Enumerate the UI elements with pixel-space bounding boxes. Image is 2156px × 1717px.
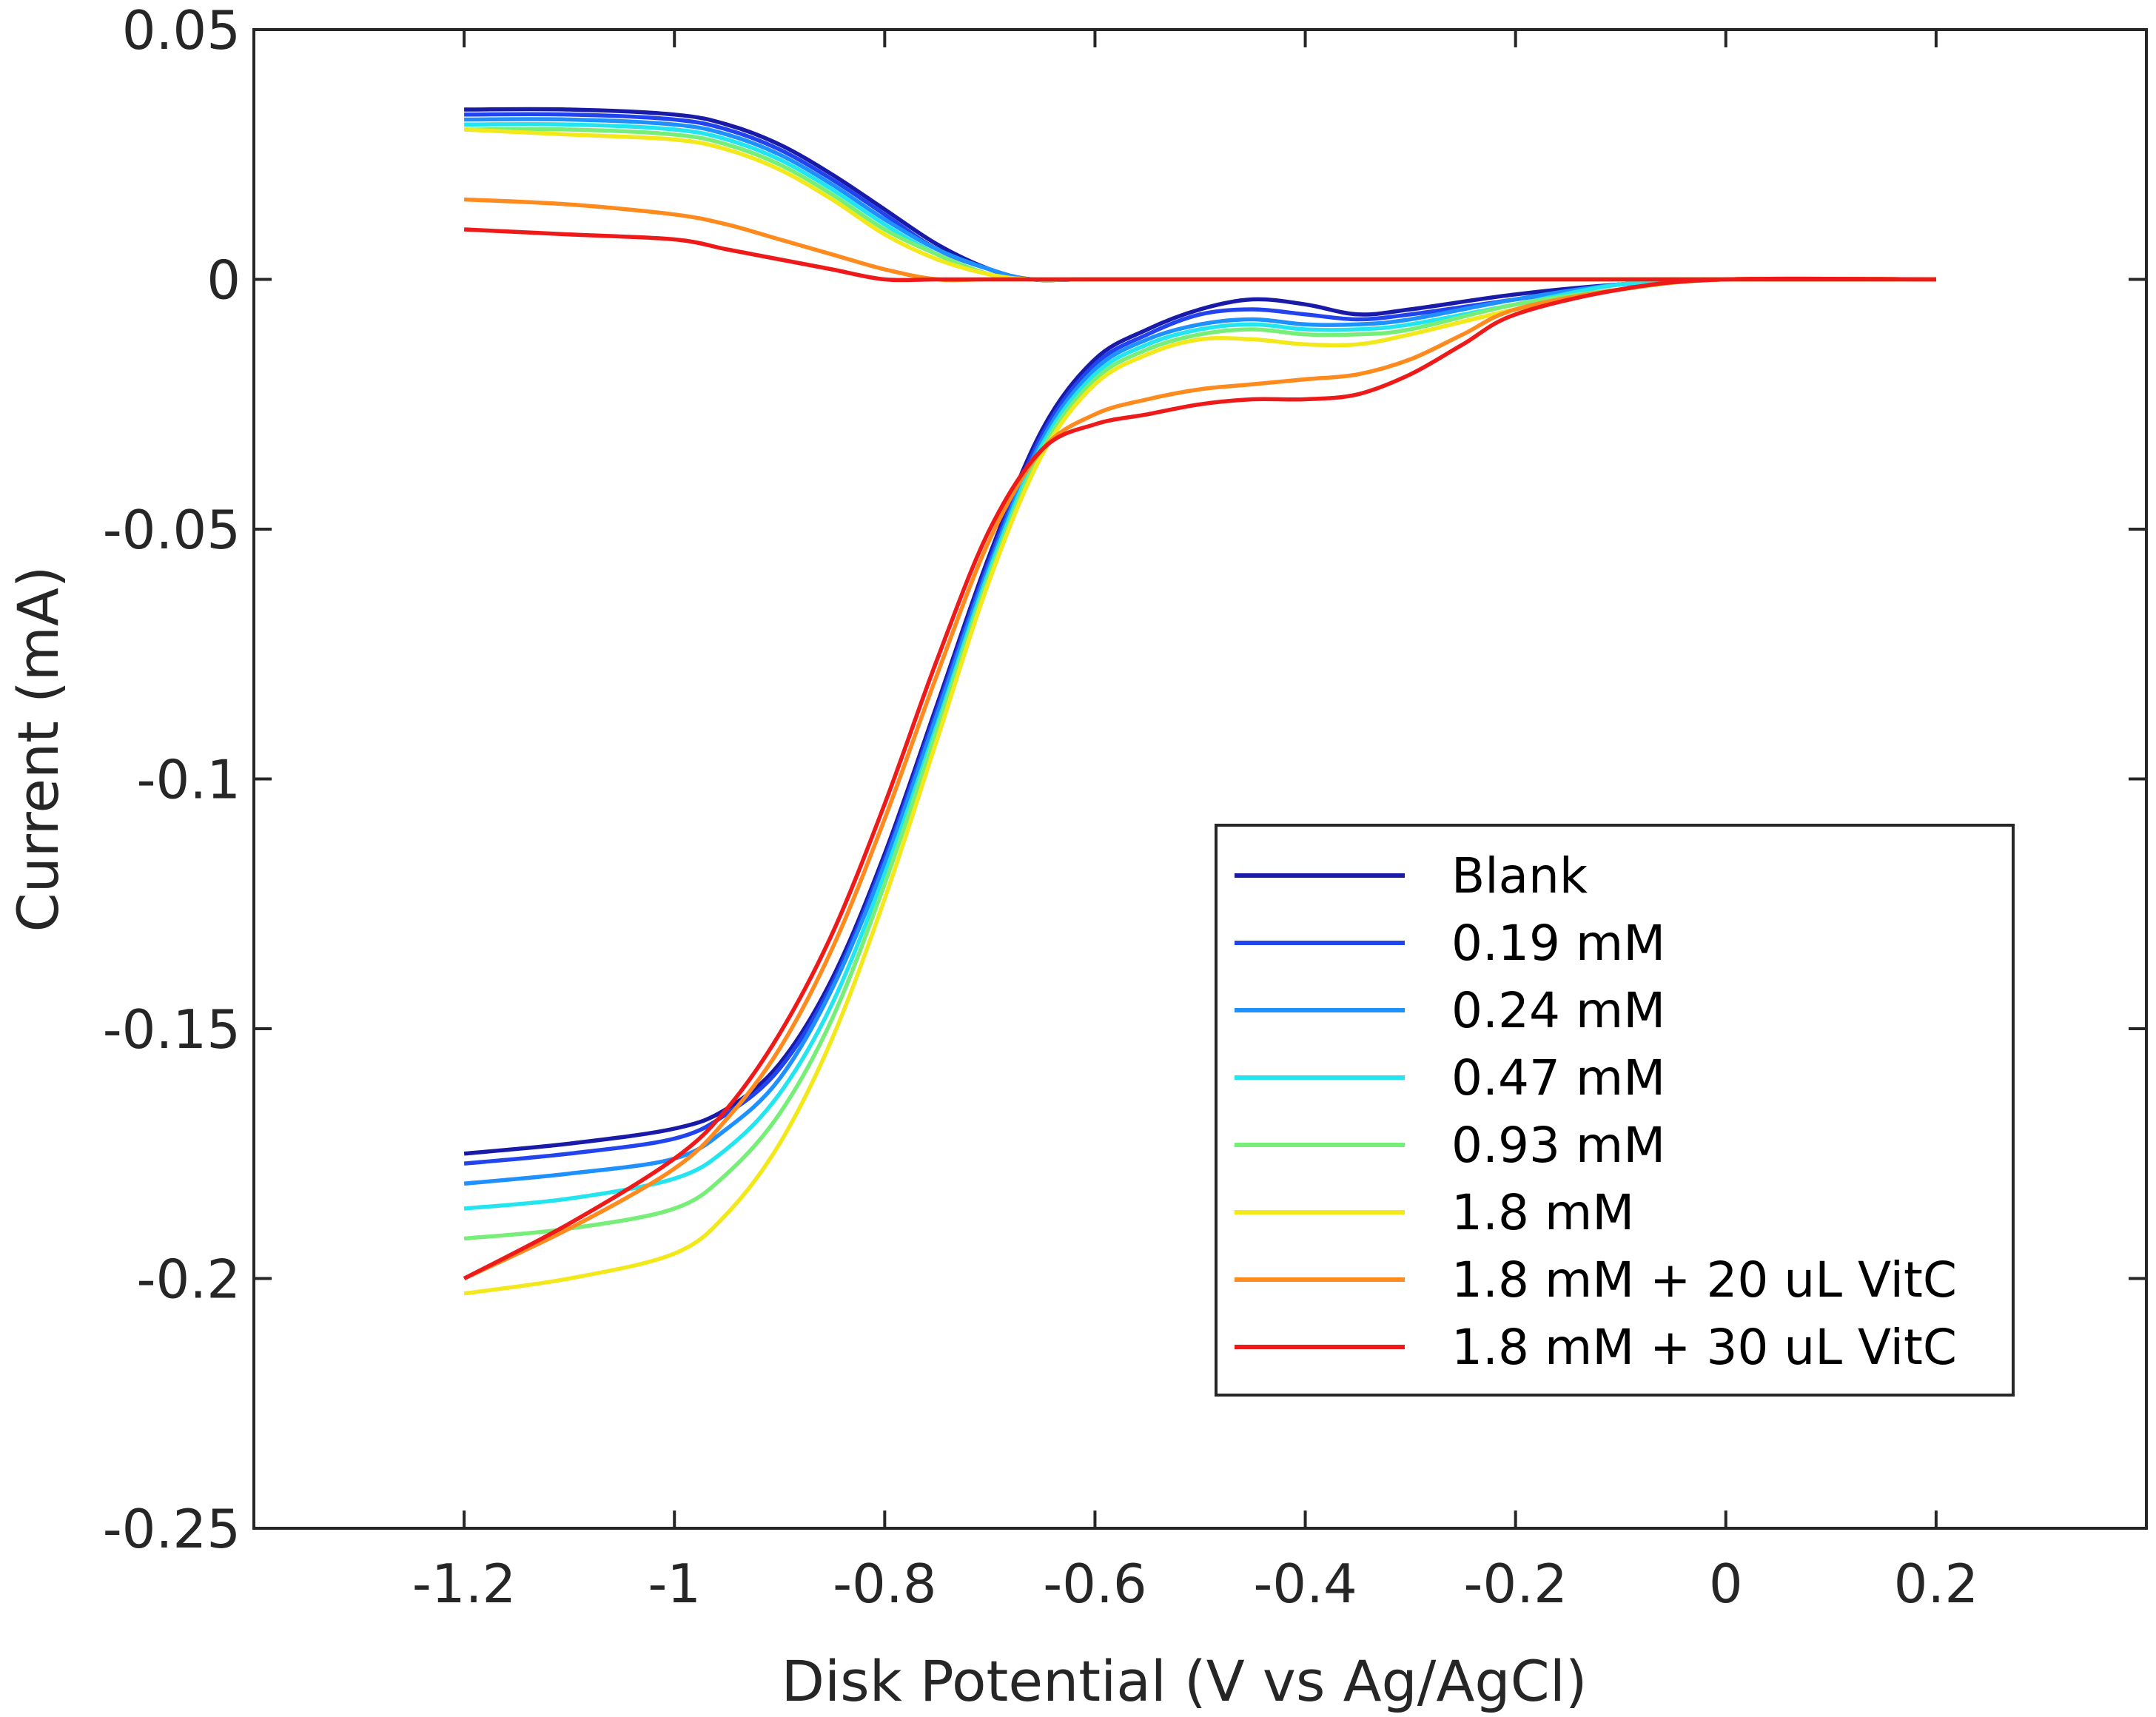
legend-item: 1.8 mM + 30 uL VitC bbox=[1235, 1319, 1957, 1376]
axes-layer: -1.2 -1 -0.8 -0.6 -0.4 -0.2 0 0.2 0.05 0 -0.05 -0.1… bbox=[103, 0, 2148, 1615]
legend-item: 0.24 mM bbox=[1235, 982, 1665, 1039]
legend-item: 0.93 mM bbox=[1235, 1117, 1665, 1174]
x-tick-label: -0.8 bbox=[833, 1553, 936, 1615]
series-7 bbox=[463, 227, 1936, 1280]
legend-label: 0.19 mM bbox=[1451, 915, 1665, 972]
legend: Blank 0.19 mM 0.24 mM 0.47 mM 0.93 mM 1.8 mM 1… bbox=[1215, 824, 2015, 1397]
legend-label: 1.8 mM bbox=[1451, 1184, 1634, 1241]
y-tick-label: -0.2 bbox=[137, 1249, 241, 1311]
legend-label: 0.47 mM bbox=[1451, 1049, 1665, 1106]
legend-box bbox=[1215, 824, 2015, 1397]
legend-label: 1.8 mM + 20 uL VitC bbox=[1451, 1251, 1957, 1308]
legend-label: 0.24 mM bbox=[1451, 982, 1665, 1039]
y-tick-label: 0 bbox=[206, 249, 241, 312]
legend-label: 0.93 mM bbox=[1451, 1117, 1665, 1174]
legend-item: Blank bbox=[1235, 847, 1588, 904]
series-disk-line bbox=[463, 276, 1936, 1280]
series-layer bbox=[463, 107, 1936, 1296]
x-tick-label: 0 bbox=[1709, 1553, 1743, 1615]
x-tick-label: -0.6 bbox=[1043, 1553, 1146, 1615]
x-tick-label: -0.4 bbox=[1253, 1553, 1357, 1615]
legend-item: 0.19 mM bbox=[1235, 915, 1665, 972]
x-tick-label: -1.2 bbox=[412, 1553, 516, 1615]
y-tick-label: -0.05 bbox=[103, 499, 241, 561]
y-tick-label: -0.15 bbox=[103, 998, 241, 1061]
series-ring-line bbox=[463, 227, 1936, 283]
y-tick-label: -0.1 bbox=[137, 749, 241, 811]
y-axis-title: Current (mA) bbox=[5, 566, 71, 933]
x-tick-label: -1 bbox=[648, 1553, 701, 1615]
legend-label: Blank bbox=[1451, 847, 1588, 904]
y-tick-label: -0.25 bbox=[103, 1498, 241, 1560]
legend-item: 0.47 mM bbox=[1235, 1049, 1665, 1106]
x-tick-label: 0.2 bbox=[1894, 1553, 1979, 1615]
series-disk-line bbox=[463, 276, 1936, 1280]
legend-label: 1.8 mM + 30 uL VitC bbox=[1451, 1319, 1957, 1376]
x-tick-label: -0.2 bbox=[1463, 1553, 1567, 1615]
x-axis-title: Disk Potential (V vs Ag/AgCl) bbox=[782, 1648, 1588, 1714]
y-tick-label: 0.05 bbox=[122, 0, 241, 61]
series-disk-line bbox=[463, 276, 1936, 1241]
legend-item: 1.8 mM bbox=[1235, 1184, 1634, 1241]
series-disk-line bbox=[463, 277, 1936, 1186]
legend-item: 1.8 mM + 20 uL VitC bbox=[1235, 1251, 1957, 1308]
series-disk-line bbox=[463, 277, 1936, 1156]
